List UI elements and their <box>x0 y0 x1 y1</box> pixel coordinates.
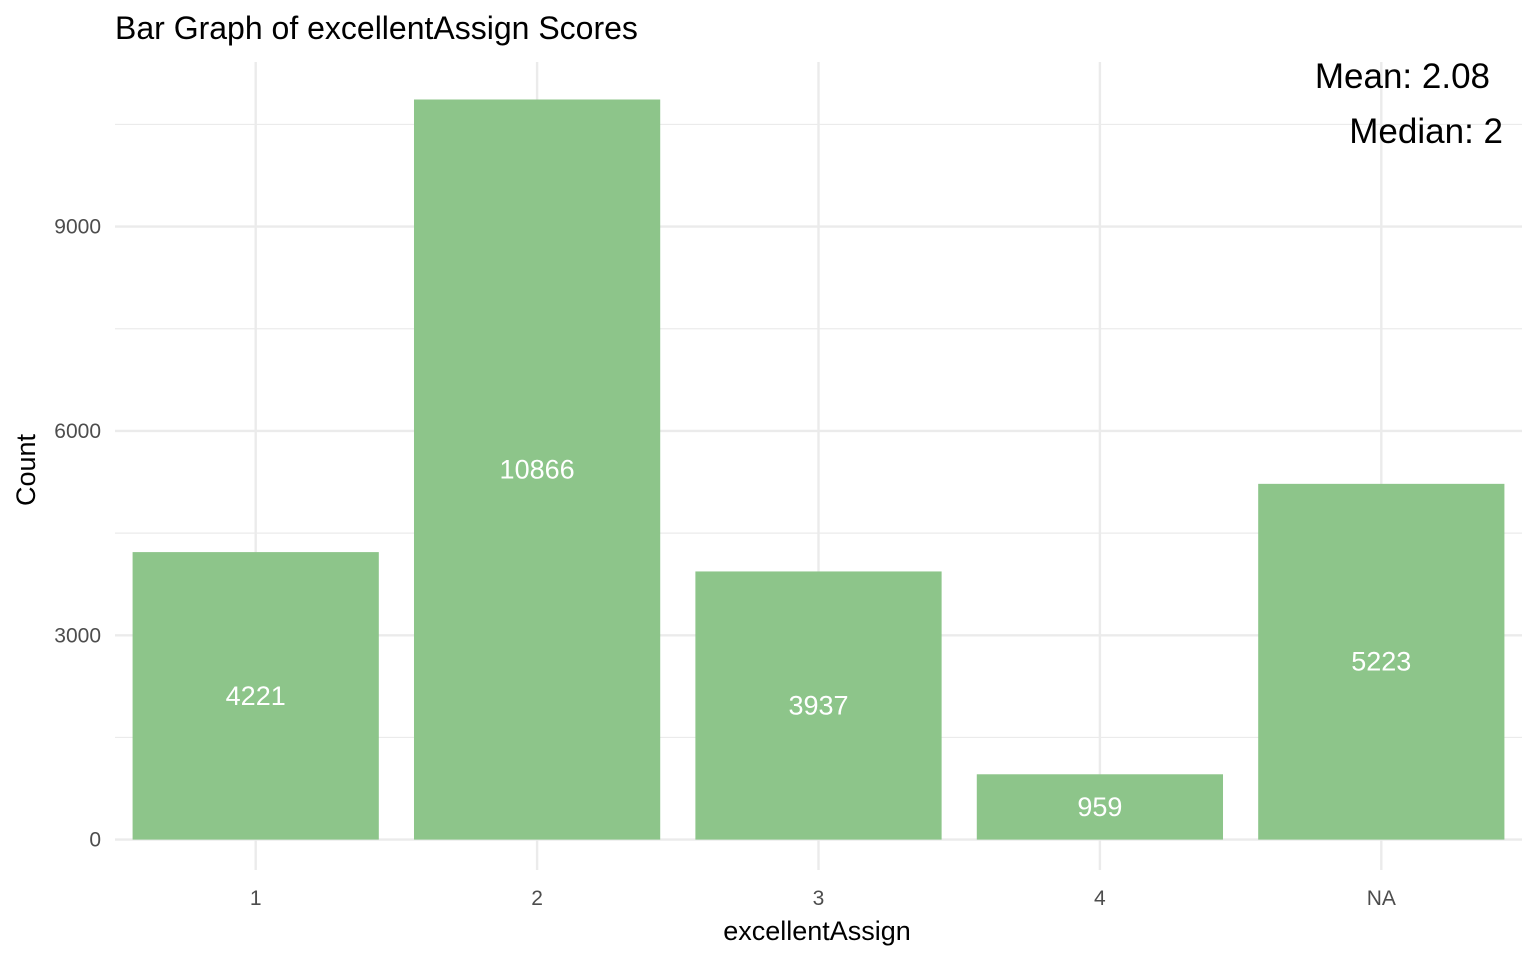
bar-2 <box>413 99 661 840</box>
x-axis-title: excellentAssign <box>723 916 911 946</box>
bar-label-2: 10866 <box>500 455 575 485</box>
x-axis-ticks: 1 2 3 4 NA <box>250 887 1396 910</box>
bar-value-labels: 4221 10866 3937 959 5223 <box>226 455 1412 822</box>
bar-label-4: 959 <box>1077 792 1122 822</box>
x-tick-label: 3 <box>813 887 825 910</box>
bar-NA <box>1258 483 1505 840</box>
y-tick-label: 6000 <box>54 420 101 443</box>
y-tick-label: 0 <box>89 829 101 852</box>
bar-label-1: 4221 <box>226 681 286 711</box>
y-tick-label: 3000 <box>54 624 101 647</box>
bar-1 <box>132 552 379 840</box>
bar-label-3: 3937 <box>788 691 848 721</box>
bar-4 <box>976 774 1224 840</box>
x-tick-label: 1 <box>250 887 262 910</box>
y-tick-label: 9000 <box>54 216 101 239</box>
bar-label-NA: 5223 <box>1351 647 1411 677</box>
x-tick-label: 4 <box>1094 887 1106 910</box>
x-tick-label: NA <box>1367 887 1396 910</box>
bar-3 <box>695 571 942 840</box>
y-axis-title: Count <box>11 433 41 506</box>
y-axis-ticks: 0 3000 6000 9000 <box>54 216 101 852</box>
x-tick-label: 2 <box>531 887 543 910</box>
mean-annotation: Mean: 2.08 <box>1315 57 1490 96</box>
median-annotation: Median: 2 <box>1349 112 1503 151</box>
chart-title: Bar Graph of excellentAssign Scores <box>115 10 638 46</box>
bars <box>132 99 1505 840</box>
